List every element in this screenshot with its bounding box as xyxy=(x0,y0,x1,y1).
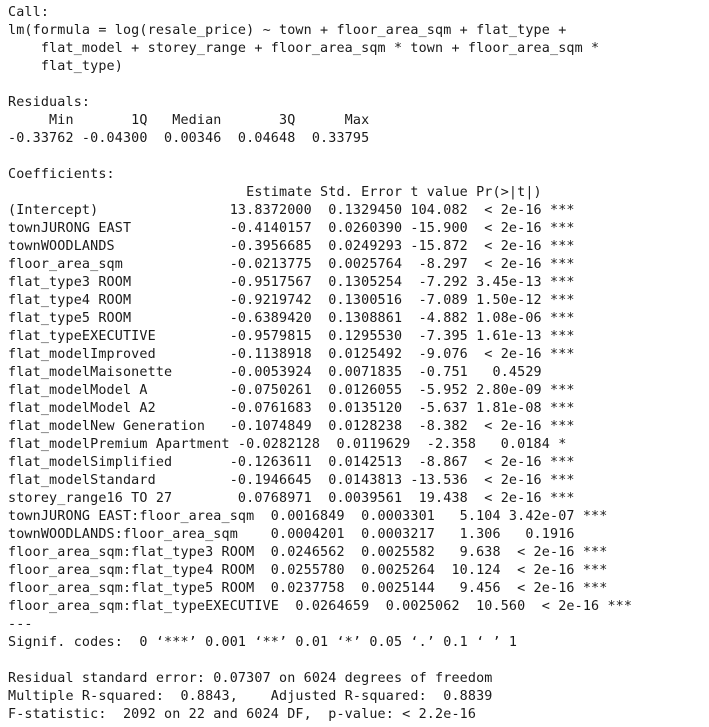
coefficient-row: floor_area_sqm:flat_typeEXECUTIVE 0.0264… xyxy=(8,599,633,614)
coefficient-row: flat_type3 ROOM -0.9517567 0.1305254 -7.… xyxy=(8,275,575,290)
coefficient-row: townJURONG EAST -0.4140157 0.0260390 -15… xyxy=(8,221,575,236)
residuals-header: Residuals: xyxy=(8,95,91,110)
coefficient-row: flat_modelModel A -0.0750261 0.0126055 -… xyxy=(8,383,575,398)
coefficient-row: townWOODLANDS -0.3956685 0.0249293 -15.8… xyxy=(8,239,575,254)
residuals-column-headers: Min 1Q Median 3Q Max xyxy=(8,113,378,128)
formula-line-3: flat_type) xyxy=(8,59,123,74)
coefficient-row: flat_type4 ROOM -0.9219742 0.1300516 -7.… xyxy=(8,293,575,308)
coefficient-row: floor_area_sqm:flat_type5 ROOM 0.0237758… xyxy=(8,581,608,596)
formula-line-1: lm(formula = log(resale_price) ~ town + … xyxy=(8,23,567,38)
coefficient-row: flat_modelModel A2 -0.0761683 0.0135120 … xyxy=(8,401,575,416)
residual-standard-error: Residual standard error: 0.07307 on 6024… xyxy=(8,671,493,686)
coefficient-row: flat_type5 ROOM -0.6389420 0.1308861 -4.… xyxy=(8,311,575,326)
coefficient-row: flat_modelMaisonette -0.0053924 0.007183… xyxy=(8,365,575,380)
residuals-values: -0.33762 -0.04300 0.00346 0.04648 0.3379… xyxy=(8,131,378,146)
coefficient-row: flat_modelSimplified -0.1263611 0.014251… xyxy=(8,455,575,470)
r-squared-line: Multiple R-squared: 0.8843, Adjusted R-s… xyxy=(8,689,501,704)
coefficient-row: floor_area_sqm -0.0213775 0.0025764 -8.2… xyxy=(8,257,575,272)
coefficient-row: floor_area_sqm:flat_type4 ROOM 0.0255780… xyxy=(8,563,608,578)
coefficient-row: flat_typeEXECUTIVE -0.9579815 0.1295530 … xyxy=(8,329,575,344)
formula-line-2: flat_model + storey_range + floor_area_s… xyxy=(8,41,600,56)
signif-codes-legend: Signif. codes: 0 ‘***’ 0.001 ‘**’ 0.01 ‘… xyxy=(8,635,518,650)
call-header: Call: xyxy=(8,5,50,20)
coefficient-row: flat_modelNew Generation -0.1074849 0.01… xyxy=(8,419,575,434)
coefficient-row: floor_area_sqm:flat_type3 ROOM 0.0246562… xyxy=(8,545,608,560)
coefficient-row: townJURONG EAST:floor_area_sqm 0.0016849… xyxy=(8,509,608,524)
separator-line: --- xyxy=(8,617,33,632)
coefficient-row: flat_modelPremium Apartment -0.0282128 0… xyxy=(8,437,583,452)
coefficient-row: flat_modelStandard -0.1946645 0.0143813 … xyxy=(8,473,575,488)
coefficients-column-headers: Estimate Std. Error t value Pr(>|t|) xyxy=(8,185,575,200)
f-statistic-line: F-statistic: 2092 on 22 and 6024 DF, p-v… xyxy=(8,707,477,722)
coefficient-row: townWOODLANDS:floor_area_sqm 0.0004201 0… xyxy=(8,527,608,542)
coefficient-row: (Intercept) 13.8372000 0.1329450 104.082… xyxy=(8,203,575,218)
coefficients-header: Coefficients: xyxy=(8,167,115,182)
coefficient-row: flat_modelImproved -0.1138918 0.0125492 … xyxy=(8,347,575,362)
coefficient-row: storey_range16 TO 27 0.0768971 0.0039561… xyxy=(8,491,575,506)
